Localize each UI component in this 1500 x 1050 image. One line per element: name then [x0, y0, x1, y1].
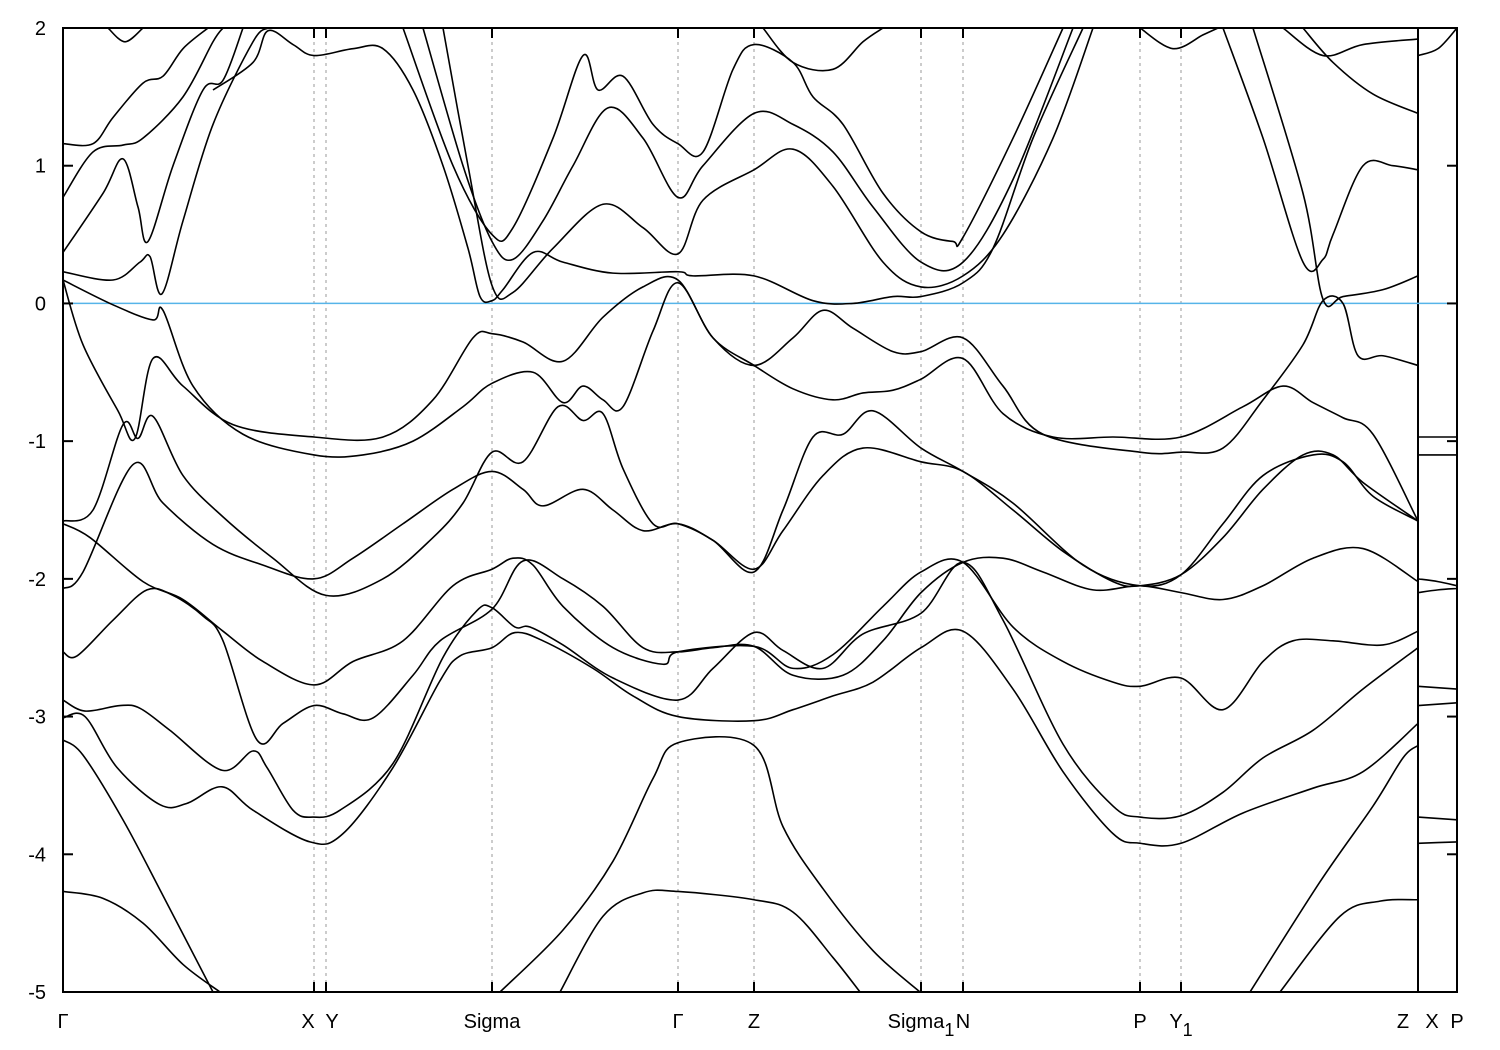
band-line-31 [1417, 578, 1457, 587]
band-line-0 [63, 890, 221, 992]
band-line-36 [1417, 841, 1457, 845]
y-tick-label: -3 [28, 707, 46, 729]
band-line-1 [63, 739, 214, 992]
band-line-28 [1302, 28, 1419, 115]
band-line-18 [107, 28, 144, 43]
band-line-25 [1222, 28, 1419, 273]
y-tick-label: 0 [35, 293, 46, 315]
kpoint-label: Y [325, 1011, 338, 1033]
band-line-26 [1252, 28, 1419, 308]
band-line-35 [1417, 816, 1457, 821]
kpoint-label: Y1 [1169, 1011, 1192, 1040]
band-line-3 [559, 889, 861, 992]
band-line-9 [63, 523, 1419, 711]
bands [63, 28, 1457, 992]
y-axis: -5 -4 -3 -2 -1 0 1 2 [28, 18, 1457, 1004]
band-line-14 [63, 28, 269, 295]
y-tick-label: 2 [35, 18, 46, 40]
band-line-15 [63, 28, 209, 147]
band-line-27 [1282, 28, 1419, 57]
band-line-16 [63, 28, 224, 198]
band-line-24 [1139, 28, 1219, 50]
band-line-17 [63, 28, 244, 253]
y-tick-label: -1 [28, 431, 46, 453]
kpoint-label: X [1425, 1011, 1438, 1033]
kpoint-label: Z [748, 1011, 760, 1033]
kpoint-label: P [1133, 1011, 1146, 1033]
kpoint-label: Sigma1 [888, 1011, 955, 1040]
kpoint-gridlines [313, 28, 1419, 992]
band-line-22 [442, 28, 1094, 300]
band-line-6 [63, 628, 1419, 847]
band-line-11 [63, 404, 1419, 597]
x-axis: Γ X Y Sigma Γ Z Sigma1 N P Y1 Z X P [57, 28, 1464, 1040]
band-line-21 [422, 28, 1074, 272]
band-line-32 [1417, 587, 1457, 594]
band-line-13 [63, 275, 1419, 455]
kpoint-label: N [956, 1011, 970, 1033]
band-line-37 [1417, 28, 1457, 57]
kpoint-label: Z [1397, 1011, 1409, 1033]
band-line-33 [1417, 685, 1457, 690]
kpoint-label: Γ [57, 1011, 68, 1033]
band-line-20 [402, 28, 1064, 248]
kpoint-label: Sigma [464, 1011, 522, 1033]
y-tick-label: 1 [35, 156, 46, 178]
y-tick-label: -4 [28, 844, 46, 866]
band-line-2 [499, 735, 921, 992]
plot-frame [62, 27, 1458, 993]
y-tick-label: -2 [28, 569, 46, 591]
band-line-7 [63, 561, 1419, 820]
kpoint-label: X [301, 1011, 314, 1033]
band-line-5 [1279, 898, 1419, 992]
band-line-34 [1417, 702, 1457, 707]
band-line-19 [212, 28, 1084, 305]
band-line-23 [762, 28, 884, 72]
kpoint-label: Γ [672, 1011, 683, 1033]
band-line-4 [1249, 744, 1419, 992]
band-line-12 [63, 279, 1419, 522]
y-tick-label: -5 [28, 982, 46, 1004]
kpoint-label: P [1450, 1011, 1463, 1033]
